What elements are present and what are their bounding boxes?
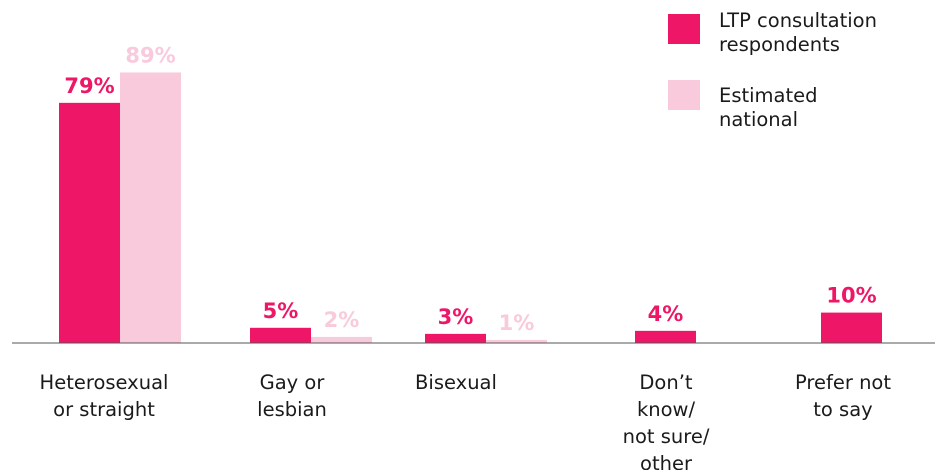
bar-s0-c2 [425, 333, 486, 343]
bars-layer [59, 72, 882, 343]
bar-s1-c0 [120, 72, 181, 343]
value-label-s0-c2: 3% [438, 305, 474, 329]
legend-label-0: LTP consultation respondents [719, 9, 877, 56]
value-label-s1-c0: 89% [125, 43, 175, 67]
legend-swatch-1 [668, 80, 700, 110]
bar-s1-c2 [486, 339, 547, 343]
value-label-s0-c3: 4% [648, 302, 684, 326]
bar-s1-c1 [311, 336, 372, 343]
category-label-3: Don’t know/not sure/other [623, 371, 710, 470]
category-label-2: Bisexual [415, 371, 497, 394]
category-label-1: Gay or lesbian [257, 371, 327, 421]
category-label-4: Prefer not to say [795, 371, 891, 421]
value-label-s0-c1: 5% [263, 299, 299, 323]
value-labels-layer: 79% 89% 5% 2% 3% 1% 4% 10% [64, 43, 876, 335]
legend: LTP consultation respondents Estimated nati… [668, 9, 877, 131]
value-label-s0-c4: 10% [826, 284, 876, 308]
category-label-0: Heterosexual or straight [40, 371, 169, 421]
bar-s0-c4 [821, 312, 882, 343]
value-label-s0-c0: 79% [64, 74, 114, 98]
value-label-s1-c1: 2% [324, 308, 360, 332]
legend-swatch-0 [668, 14, 700, 44]
value-label-s1-c2: 1% [499, 311, 535, 335]
legend-label-1: Estimated national [719, 84, 818, 131]
bar-s0-c3 [635, 330, 696, 343]
bar-s0-c1 [250, 327, 311, 343]
category-labels-layer: Heterosexual or straight Gay or lesbian Bise… [40, 371, 892, 470]
bar-s0-c0 [59, 102, 120, 343]
